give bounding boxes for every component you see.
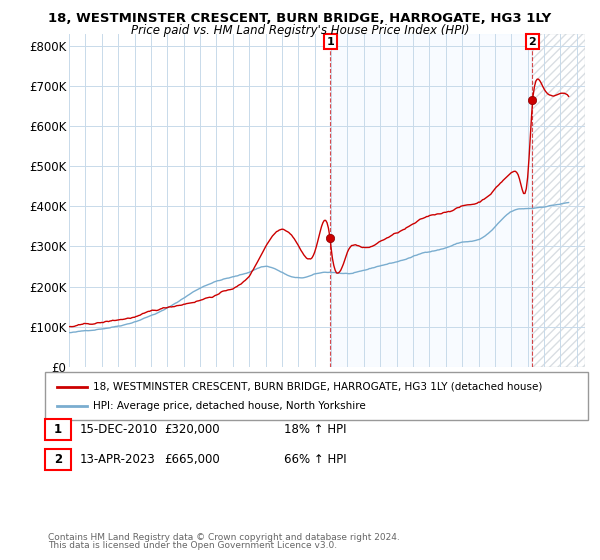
Text: 2: 2 (529, 36, 536, 46)
Text: 18, WESTMINSTER CRESCENT, BURN BRIDGE, HARROGATE, HG3 1LY (detached house): 18, WESTMINSTER CRESCENT, BURN BRIDGE, H… (93, 381, 542, 391)
Text: 1: 1 (54, 423, 62, 436)
Text: 66% ↑ HPI: 66% ↑ HPI (284, 453, 346, 466)
Bar (331, 34, 532, 367)
Text: 13-APR-2023: 13-APR-2023 (80, 453, 155, 466)
Text: £320,000: £320,000 (164, 423, 220, 436)
Text: HPI: Average price, detached house, North Yorkshire: HPI: Average price, detached house, Nort… (93, 401, 366, 411)
Text: 18% ↑ HPI: 18% ↑ HPI (284, 423, 346, 436)
Text: £665,000: £665,000 (164, 453, 220, 466)
Text: Price paid vs. HM Land Registry's House Price Index (HPI): Price paid vs. HM Land Registry's House … (131, 24, 469, 37)
Text: 1: 1 (326, 36, 334, 46)
Text: 15-DEC-2010: 15-DEC-2010 (80, 423, 158, 436)
Text: This data is licensed under the Open Government Licence v3.0.: This data is licensed under the Open Gov… (48, 541, 337, 550)
Text: 18, WESTMINSTER CRESCENT, BURN BRIDGE, HARROGATE, HG3 1LY: 18, WESTMINSTER CRESCENT, BURN BRIDGE, H… (49, 12, 551, 25)
Text: 2: 2 (54, 453, 62, 466)
Text: Contains HM Land Registry data © Crown copyright and database right 2024.: Contains HM Land Registry data © Crown c… (48, 533, 400, 542)
